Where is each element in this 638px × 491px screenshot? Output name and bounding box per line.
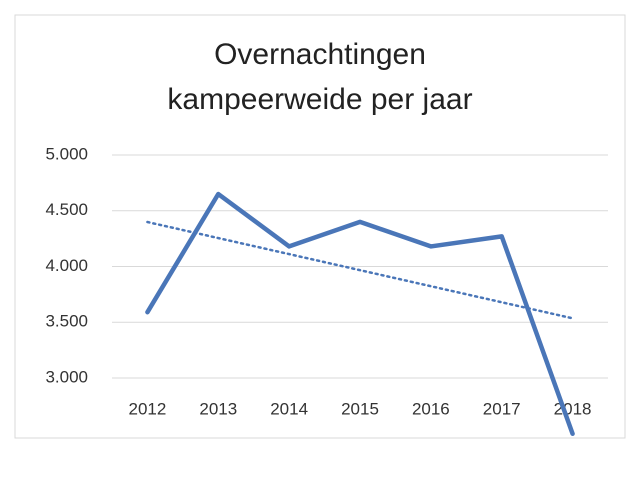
chart-title: Overnachtingen xyxy=(214,38,426,71)
x-tick-label: 2014 xyxy=(270,399,308,418)
y-tick-label: 3.500 xyxy=(45,312,88,331)
y-tick-label: 4.500 xyxy=(45,200,88,219)
x-tick-label: 2012 xyxy=(129,399,167,418)
y-tick-label: 3.000 xyxy=(45,367,88,386)
chart-frame xyxy=(14,14,626,439)
data-line xyxy=(145,191,575,436)
x-tick-label: 2015 xyxy=(341,399,379,418)
trendline xyxy=(146,220,574,320)
x-tick-label: 2016 xyxy=(412,399,450,418)
x-tick-label: 2013 xyxy=(199,399,237,418)
x-tick-label: 2017 xyxy=(483,399,521,418)
y-tick-label: 5.000 xyxy=(45,144,88,163)
y-tick-label: 4.000 xyxy=(45,256,88,275)
chart-title: kampeerweide per jaar xyxy=(167,83,472,116)
